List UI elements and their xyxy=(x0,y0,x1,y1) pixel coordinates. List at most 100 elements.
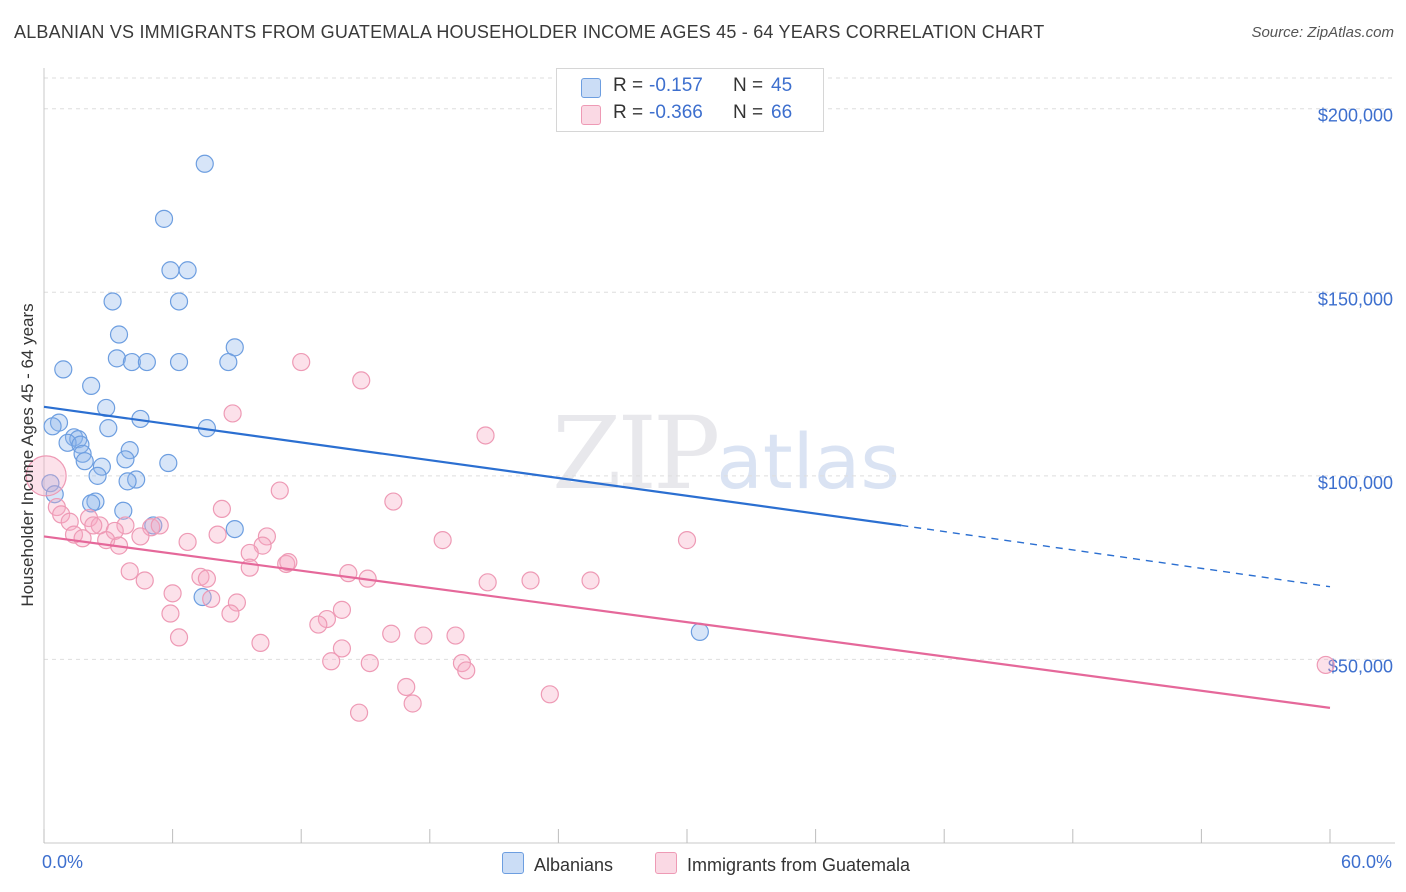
albanians-point xyxy=(116,450,135,469)
guatemala-point xyxy=(446,626,465,645)
guatemala-point xyxy=(208,525,227,544)
guatemala-point xyxy=(478,573,497,592)
guatemala-point xyxy=(25,455,67,497)
guatemala-point xyxy=(240,543,259,563)
albanians-point xyxy=(109,325,129,344)
correlation-legend: R = -0.157 N = 45 R = -0.366 N = 66 xyxy=(556,68,824,132)
guatemala-point xyxy=(270,481,289,500)
guatemala-point xyxy=(403,694,422,713)
guatemala-point xyxy=(540,685,559,704)
albanians-point xyxy=(75,452,94,471)
y-axis-label: Householder Income Ages 45 - 64 years xyxy=(18,303,37,607)
guatemala-point xyxy=(251,633,270,653)
guatemala-point xyxy=(163,584,182,603)
guatemala-point xyxy=(581,571,600,590)
guatemala-point xyxy=(191,567,210,586)
albanians-point xyxy=(114,501,133,520)
guatemala-point xyxy=(677,531,697,550)
guatemala-point xyxy=(476,426,495,445)
guatemala-point xyxy=(360,653,379,673)
guatemala-point xyxy=(332,639,352,658)
guatemala-point xyxy=(279,553,298,572)
guatemala-point xyxy=(73,529,92,548)
albanians-trendline-extension xyxy=(901,524,1331,588)
albanians-trendline xyxy=(43,405,902,527)
legend-r-label: R = xyxy=(613,75,644,96)
albanians-point xyxy=(219,352,238,372)
bottom-legend-label: Immigrants from Guatemala xyxy=(687,855,911,875)
legend-row-albanians: R = -0.157 N = 45 xyxy=(557,75,821,99)
guatemala-point xyxy=(178,532,197,552)
guatemala-point xyxy=(1316,655,1335,675)
albanians-point xyxy=(103,292,122,311)
bottom-legend-albanians: Albanians xyxy=(502,852,613,876)
legend-swatch-pink xyxy=(581,105,601,125)
guatemala-point xyxy=(84,516,103,535)
y-tick-label: $150,000 xyxy=(1318,289,1393,309)
guatemala-point xyxy=(169,628,189,647)
y-tick-label: $200,000 xyxy=(1318,106,1393,126)
legend-n-value: 45 xyxy=(771,75,793,96)
albanians-point xyxy=(690,622,709,641)
guatemala-point xyxy=(240,558,259,577)
guatemala-point xyxy=(197,569,216,588)
guatemala-point xyxy=(116,516,135,535)
albanians-point xyxy=(159,453,178,473)
albanians-point xyxy=(92,457,111,476)
bottom-legend-swatch-pink xyxy=(655,852,677,874)
albanians-point xyxy=(154,209,174,228)
guatemala-point xyxy=(202,589,221,608)
albanians-point xyxy=(178,261,197,280)
albanians-point xyxy=(88,466,107,485)
guatemala-point xyxy=(223,404,242,423)
guatemala-point xyxy=(135,571,154,590)
guatemala-point xyxy=(457,661,476,680)
guatemala-point xyxy=(352,371,371,390)
source-label: Source: ZipAtlas.com xyxy=(1251,24,1394,41)
albanians-point xyxy=(82,376,101,396)
albanians-point xyxy=(82,494,101,513)
legend-r-label: R = xyxy=(613,102,644,123)
albanians-point xyxy=(137,352,156,372)
guatemala-point xyxy=(332,600,352,619)
guatemala-point xyxy=(397,677,416,697)
x-axis-min-label: 0.0% xyxy=(42,852,84,872)
guatemala-point xyxy=(150,516,169,535)
albanians-point xyxy=(43,417,62,436)
x-axis-max-label: 60.0% xyxy=(1340,852,1392,872)
chart-title: ALBANIAN VS IMMIGRANTS FROM GUATEMALA HO… xyxy=(14,22,1045,42)
guatemala-point xyxy=(257,527,277,546)
albanians-point xyxy=(169,352,189,372)
legend-row-guatemala: R = -0.366 N = 66 xyxy=(557,102,821,126)
albanians-point xyxy=(120,441,139,460)
albanians-point xyxy=(195,154,214,173)
guatemala-point xyxy=(521,571,540,590)
albanians-point xyxy=(225,519,244,539)
bottom-legend-swatch-blue xyxy=(502,852,524,874)
y-tick-label: $100,000 xyxy=(1318,473,1393,493)
guatemala-point xyxy=(309,615,328,634)
watermark: ZIPatlas xyxy=(552,395,900,512)
legend-r-value: -0.366 xyxy=(649,102,703,123)
legend-n-label: N = xyxy=(733,75,764,96)
albanians-point xyxy=(99,419,118,438)
guatemala-point xyxy=(349,703,369,722)
watermark-atlas: atlas xyxy=(716,417,900,506)
guatemala-point xyxy=(161,604,180,623)
albanians-point xyxy=(169,292,189,311)
bottom-legend-label: Albanians xyxy=(534,855,614,875)
guatemala-point xyxy=(414,626,433,645)
watermark-zip: ZIP xyxy=(552,395,720,512)
albanians-point xyxy=(73,444,92,463)
guatemala-point xyxy=(339,564,358,583)
legend-swatch-blue xyxy=(581,78,601,98)
legend-n-value: 66 xyxy=(771,102,793,123)
y-tick-label: $50,000 xyxy=(1328,656,1393,676)
guatemala-point xyxy=(433,531,452,550)
guatemala-point xyxy=(292,352,311,372)
bottom-legend-guatemala: Immigrants from Guatemala xyxy=(655,852,910,876)
guatemala-point xyxy=(131,527,150,546)
guatemala-point xyxy=(212,499,231,518)
guatemala-point xyxy=(382,624,401,643)
